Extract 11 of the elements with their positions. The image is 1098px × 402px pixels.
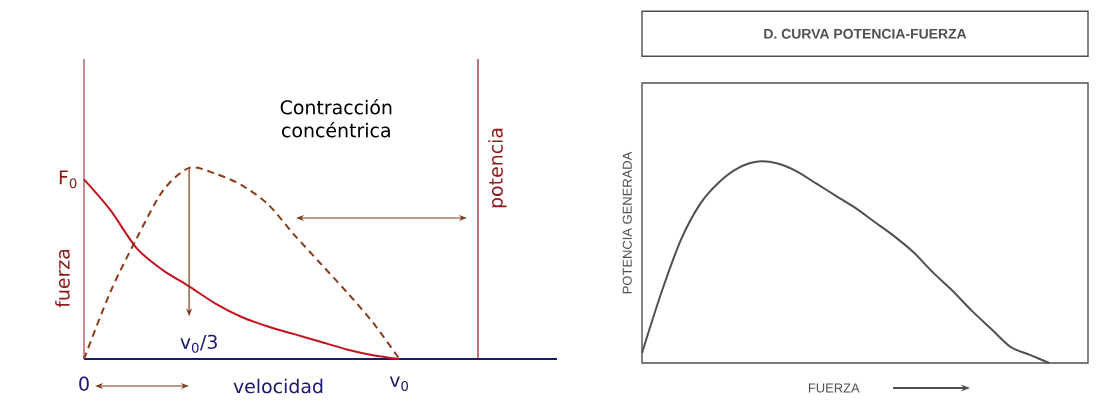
- annotation: F$_{0}$: [59, 170, 77, 189]
- y-axis-title: fuerza: [55, 249, 70, 308]
- x-axis-title: velocidad: [233, 378, 323, 394]
- x-axis-title: FUERZA: [808, 383, 860, 393]
- x-tick-label: v$_{0}$: [389, 376, 409, 391]
- y-axis-title: POTENCIA GENERADA: [622, 151, 632, 294]
- text: Contracción concéntrica: [280, 99, 392, 138]
- y2-axis-title: potencia: [488, 128, 507, 208]
- annotation: v$_{0}$/3: [180, 334, 217, 353]
- chart-title: D. CURVA POTENCIA-FUERZA: [764, 28, 967, 39]
- x-tick-label: 0: [79, 376, 89, 391]
